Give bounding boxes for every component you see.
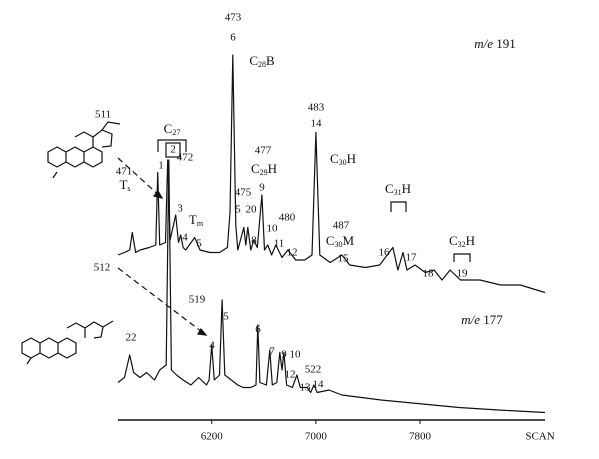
annotation: 480 — [279, 212, 296, 224]
annotation: 522 — [305, 364, 322, 376]
annotation: 14 — [311, 118, 323, 130]
annotation: C27 — [164, 121, 181, 137]
annotation: 13 — [300, 382, 312, 394]
annotation: C32H — [449, 233, 475, 249]
annotation: 4 — [182, 232, 188, 244]
annotation: 1 — [158, 160, 164, 172]
annotation: 20 — [246, 204, 258, 216]
annotation: 7 — [269, 346, 275, 358]
annotation: 10 — [267, 223, 279, 235]
annotation: 5 — [223, 311, 229, 323]
annotation: C28B — [249, 53, 275, 69]
annotation: 16 — [379, 247, 391, 259]
trace — [117, 54, 546, 294]
annotation: 8 — [251, 235, 257, 247]
annotation: 475 — [235, 187, 252, 199]
x-axis-label: SCAN — [525, 431, 554, 443]
x-tick-label: 6200 — [201, 431, 224, 443]
annotation: 15 — [338, 253, 350, 265]
annotation: C29H — [251, 161, 277, 177]
x-tick-label: 7800 — [409, 431, 432, 443]
annotation: 3 — [177, 203, 183, 215]
annotation: 511 — [95, 109, 111, 121]
annotation: 477 — [255, 145, 272, 157]
annotation: 2 — [170, 144, 176, 156]
annotation: 512 — [94, 262, 111, 274]
annotation: m/e 191 — [474, 36, 516, 51]
annotation: 6 — [255, 324, 261, 336]
annotation: Tm — [189, 212, 204, 228]
annotation: 483 — [308, 102, 325, 114]
annotation: 487 — [333, 220, 350, 232]
annotation: 472 — [177, 152, 194, 164]
annotation: 22 — [126, 332, 137, 344]
annotation: 471 — [116, 166, 133, 178]
annotation: 9 — [259, 182, 265, 194]
structure-512 — [21, 320, 114, 365]
annotation: 17 — [406, 252, 418, 264]
annotation: 10 — [290, 349, 302, 361]
annotation: 14 — [313, 379, 325, 391]
x-tick-label: 7000 — [305, 431, 328, 443]
annotation: 6 — [230, 32, 236, 44]
trace — [117, 159, 546, 414]
annotation: C30M — [326, 233, 355, 249]
annotation: 11 — [274, 238, 285, 250]
annotation: 5 — [235, 204, 241, 216]
annotation: C31H — [385, 181, 411, 197]
annotation: 19 — [457, 268, 469, 280]
annotation: 12 — [287, 247, 298, 259]
annotation: 18 — [423, 268, 435, 280]
annotation: 9 — [281, 349, 287, 361]
annotation: Ts — [119, 177, 130, 193]
annotation: 519 — [189, 294, 206, 306]
annotation: 473 — [225, 12, 242, 24]
annotation: m/e 177 — [461, 312, 503, 327]
structure-511 — [47, 121, 121, 179]
annotation: 5 — [196, 238, 202, 250]
annotation: 4 — [209, 340, 215, 352]
annotation: C30H — [330, 151, 356, 167]
annotation: 12 — [285, 369, 296, 381]
